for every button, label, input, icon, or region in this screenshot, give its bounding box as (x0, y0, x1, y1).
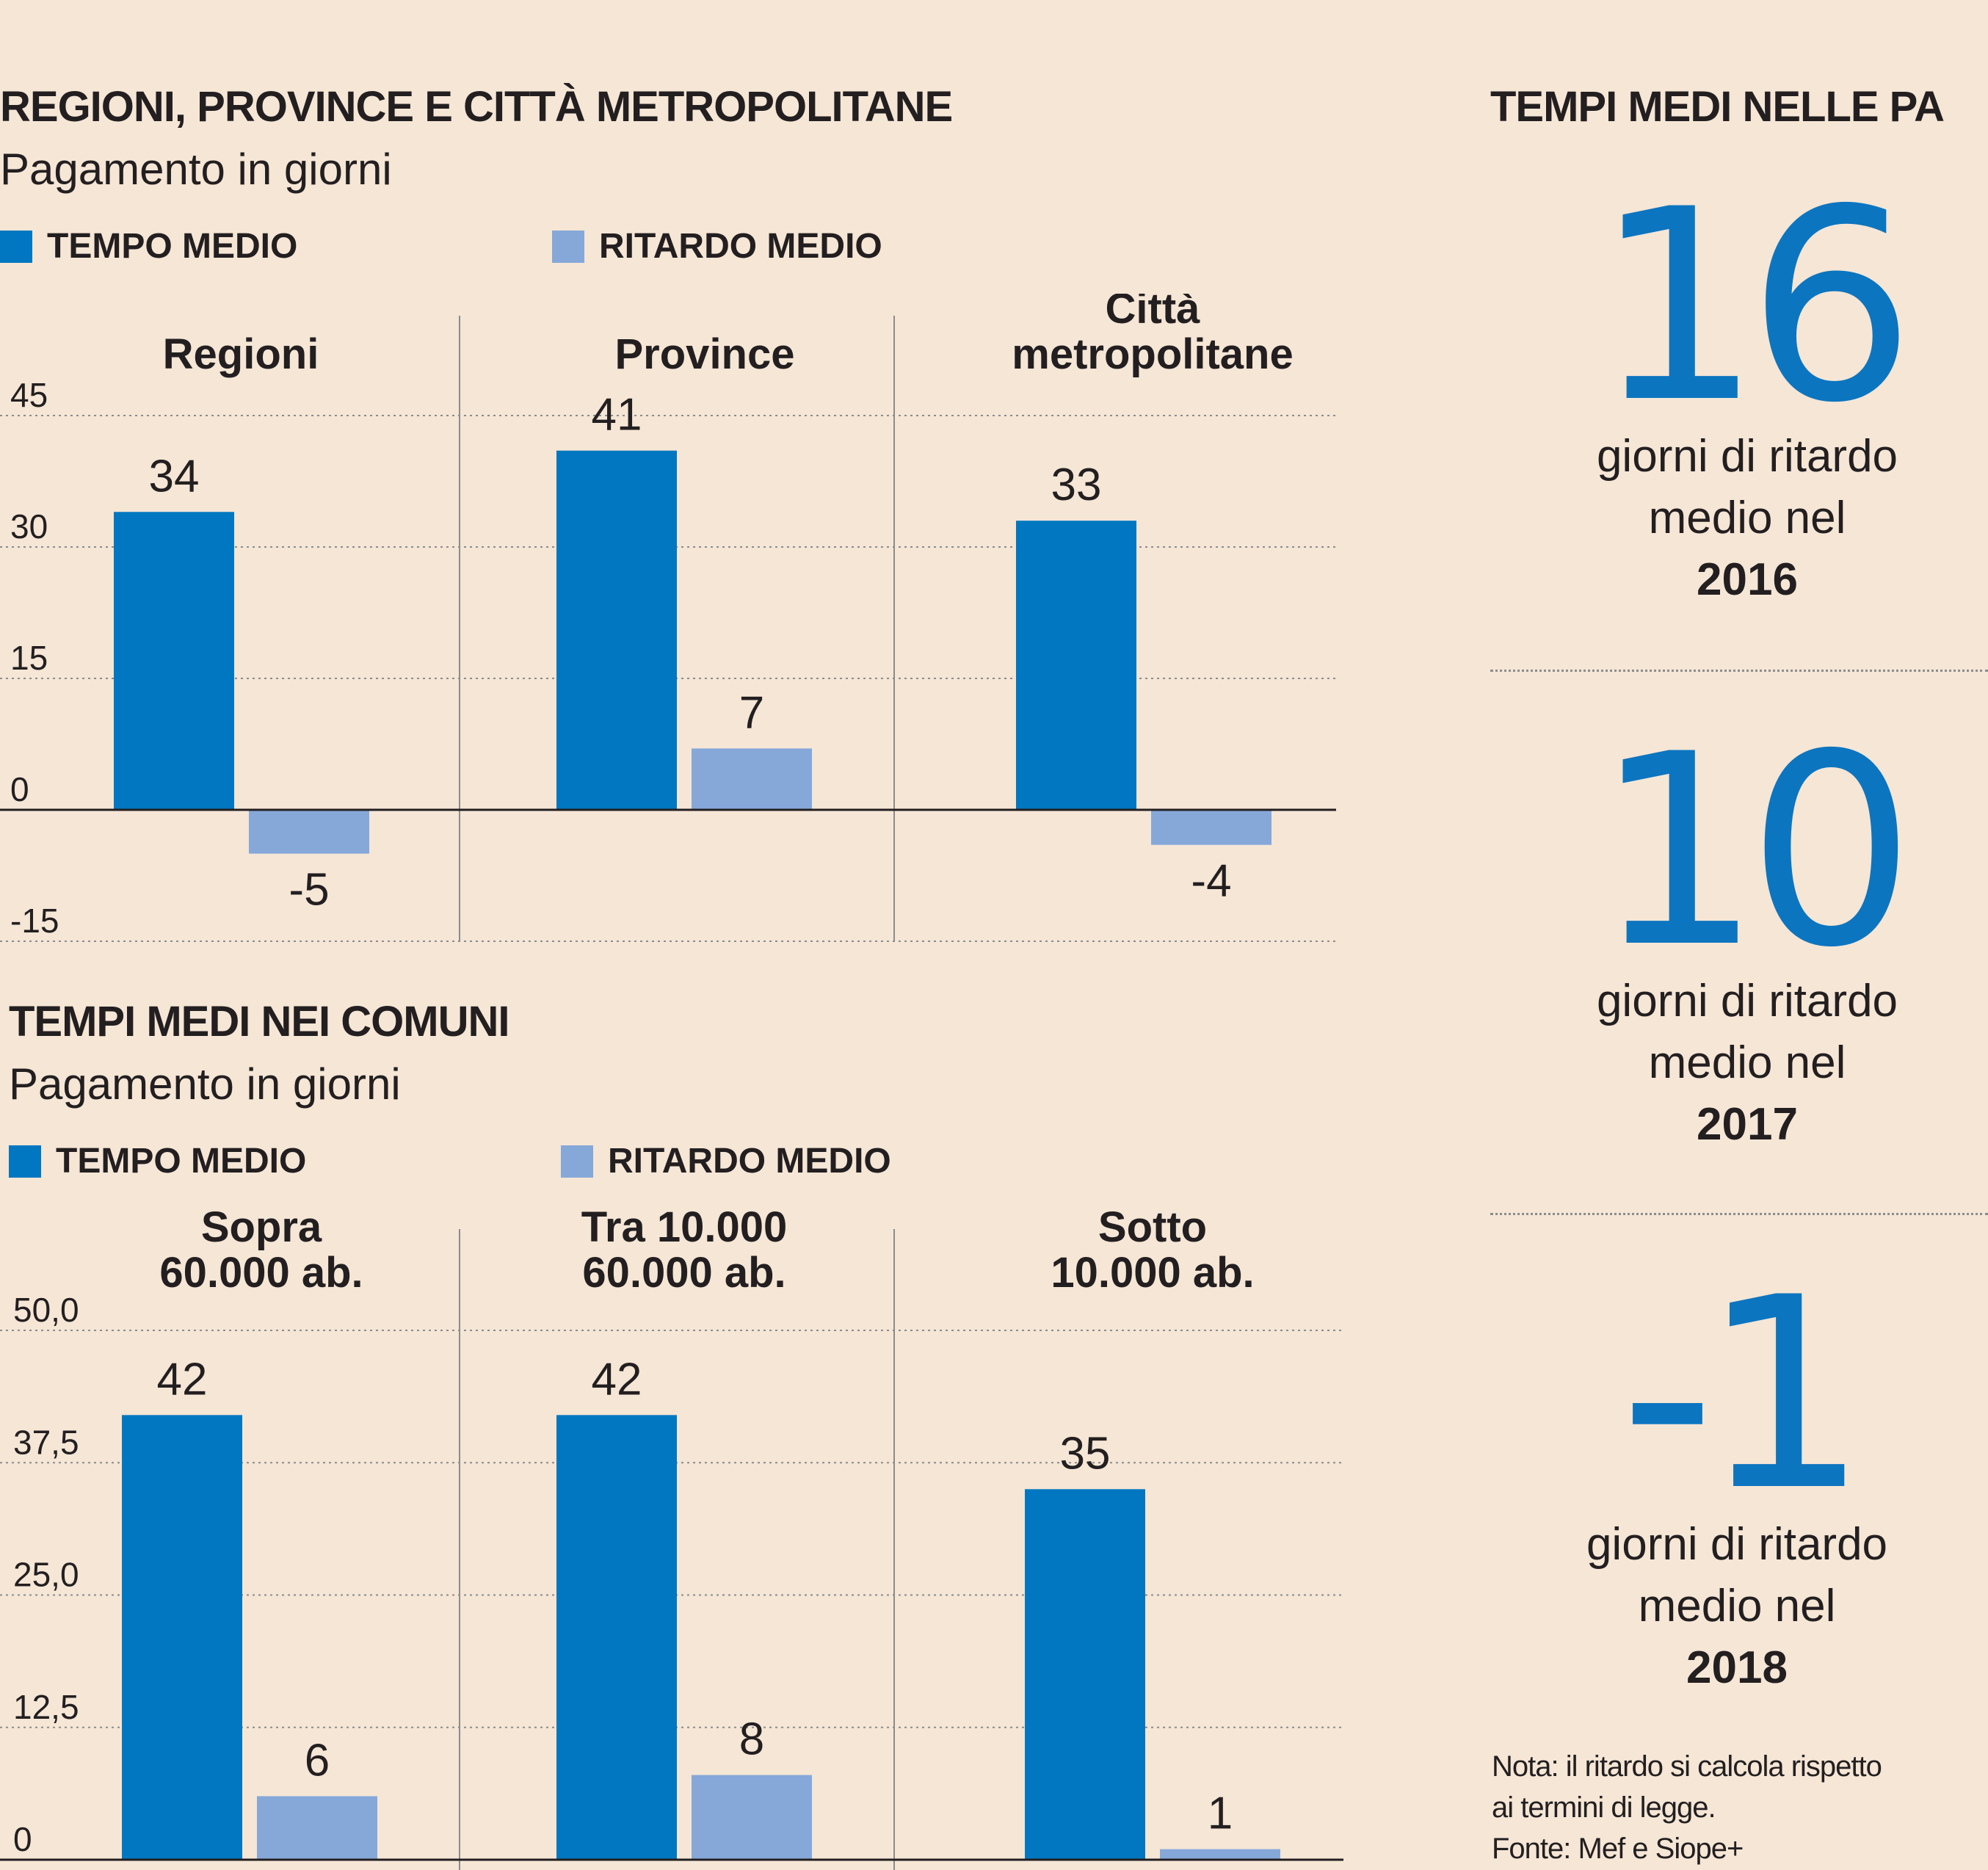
value-label: -4 (1191, 856, 1231, 907)
bar-ritardo-medio (1160, 1849, 1280, 1860)
y-tick-label: 50,0 (13, 1291, 79, 1329)
value-label: 35 (1060, 1428, 1111, 1479)
source-line: Fonte: Mef e Siope+ (1492, 1833, 1744, 1865)
value-label: -5 (289, 865, 329, 916)
y-tick-label: 45 (10, 376, 48, 414)
right-title: TEMPI MEDI NELLE PA (1490, 83, 1945, 131)
category-label: Città (1106, 294, 1201, 333)
legend-swatch-ritardo (561, 1145, 593, 1178)
bar-tempo-medio (556, 450, 677, 810)
stat-caption-line1: giorni di ritardo (1596, 976, 1898, 1026)
bar-tempo-medio (1016, 521, 1136, 810)
value-label: 8 (739, 1714, 764, 1765)
stat-year-2018: 2018 (1686, 1642, 1788, 1693)
bar-ritardo-medio (257, 1796, 377, 1860)
bar-tempo-medio (122, 1415, 242, 1860)
stat-caption-2018: giorni di ritardo medio nel 2018 (1490, 1514, 1988, 1699)
chart2-legend-tempo: TEMPO MEDIO (9, 1141, 306, 1181)
stat-year-2017: 2017 (1697, 1099, 1798, 1150)
chart1-legend-tempo: TEMPO MEDIO (0, 226, 297, 267)
stat-year-2016: 2016 (1697, 554, 1798, 605)
category-label: metropolitane (1012, 330, 1294, 378)
value-label: 7 (739, 687, 764, 738)
note-line2: ai termini di legge. (1492, 1791, 1716, 1824)
category-label: Province (615, 330, 795, 378)
y-tick-label: -15 (10, 902, 59, 940)
bar-tempo-medio (556, 1415, 677, 1860)
chart2-legend-ritardo: RITARDO MEDIO (561, 1141, 891, 1181)
value-label: 34 (149, 451, 200, 501)
stat-value-2018: -1 (1619, 1241, 1869, 1548)
y-tick-label: 12,5 (13, 1688, 79, 1726)
value-label: 6 (305, 1735, 330, 1786)
separator (1490, 1213, 1988, 1215)
y-tick-label: 15 (10, 639, 48, 677)
stat-caption-line2: medio nel (1648, 1037, 1846, 1088)
bar-tempo-medio (1025, 1489, 1145, 1860)
stat-caption-line2: medio nel (1638, 1581, 1836, 1631)
chart1-plot: 45 30 15 0 -15 Regioni Province Cittàmetropolit… (0, 294, 1336, 942)
bar-ritardo-medio (692, 1775, 812, 1860)
bar-tempo-medio (114, 512, 234, 810)
legend-label-ritardo: RITARDO MEDIO (599, 227, 882, 266)
category-label: 60.000 ab. (582, 1249, 786, 1297)
value-label: 42 (157, 1354, 208, 1405)
category-label: Sopra (201, 1204, 322, 1251)
value-label: 41 (592, 390, 642, 441)
legend-label-tempo: TEMPO MEDIO (47, 227, 298, 266)
category-label: 60.000 ab. (159, 1249, 363, 1297)
separator (1490, 670, 1988, 672)
chart1-subtitle: Pagamento in giorni (0, 145, 392, 194)
legend-swatch-tempo (9, 1145, 41, 1178)
stat-value-2016: 16 (1593, 153, 1915, 460)
y-tick-label: 0 (10, 770, 29, 808)
category-label: Sotto (1098, 1204, 1207, 1251)
value-label: 33 (1051, 460, 1102, 510)
footnote: Nota: il ritardo si calcola rispetto ai … (1492, 1746, 1882, 1869)
y-tick-label: 30 (10, 507, 48, 546)
y-tick-label: 25,0 (13, 1556, 79, 1594)
chart1-title: REGIONI, PROVINCE E CITTÀ METROPOLITANE (0, 83, 953, 131)
chart2-subtitle: Pagamento in giorni (9, 1059, 401, 1109)
chart1-legend-ritardo: RITARDO MEDIO (552, 226, 882, 267)
bar-ritardo-medio (692, 748, 812, 810)
legend-label-ritardo: RITARDO MEDIO (608, 1142, 891, 1181)
category-label: Regioni (163, 330, 319, 378)
legend-swatch-tempo (0, 230, 32, 263)
value-label: 42 (592, 1354, 642, 1405)
stat-value-2017: 10 (1593, 697, 1915, 1005)
stat-caption-2017: giorni di ritardo medio nel 2017 (1490, 971, 1988, 1156)
category-label: Tra 10.000 (581, 1204, 788, 1251)
bar-ritardo-medio (1151, 810, 1271, 845)
stat-caption-line2: medio nel (1648, 493, 1846, 543)
chart2-title: TEMPI MEDI NEI COMUNI (9, 998, 509, 1045)
bar-ritardo-medio (249, 810, 369, 854)
stat-caption-line1: giorni di ritardo (1586, 1519, 1888, 1570)
stat-caption-2016: giorni di ritardo medio nel 2016 (1490, 426, 1988, 611)
stat-caption-line1: giorni di ritardo (1596, 431, 1898, 482)
legend-label-tempo: TEMPO MEDIO (56, 1142, 307, 1181)
right-panel: TEMPI MEDI NELLE PA 16 giorni di ritardo… (1490, 0, 1988, 1870)
value-label: 1 (1208, 1789, 1233, 1839)
category-label: 10.000 ab. (1051, 1249, 1254, 1297)
y-tick-label: 37,5 (13, 1423, 79, 1461)
y-tick-label: 0 (13, 1820, 32, 1858)
note-line1: Nota: il ritardo si calcola rispetto (1492, 1750, 1882, 1783)
legend-swatch-ritardo (552, 230, 584, 263)
